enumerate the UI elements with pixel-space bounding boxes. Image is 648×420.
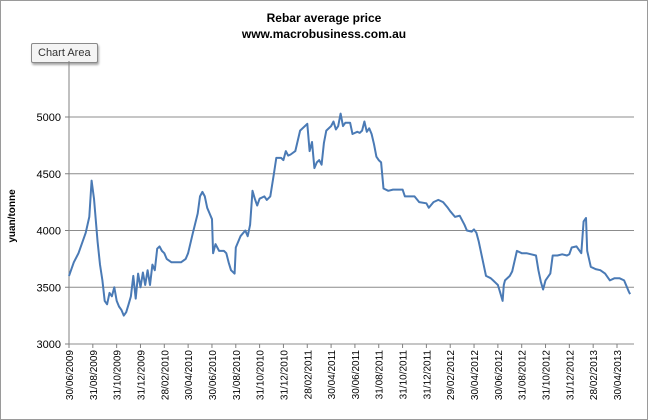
chart-area-tooltip: Chart Area	[31, 43, 98, 63]
x-tick-label: 31/12/2011	[422, 350, 433, 400]
y-tick-label-4000: 4000	[37, 226, 61, 238]
y-tick-label-3000: 3000	[37, 339, 61, 351]
series-group	[68, 112, 631, 317]
x-tick-label: 31/12/2010	[279, 350, 290, 400]
y-tick-label-5000: 5000	[37, 112, 61, 124]
chart-subtitle: www.macrobusiness.com.au	[241, 27, 407, 41]
y-tick-label-4500: 4500	[37, 169, 61, 181]
series-line-1[interactable]	[68, 112, 631, 317]
x-tick-label: 31/08/2009	[89, 350, 100, 400]
x-tick-label: 28/02/2013	[589, 350, 600, 400]
x-tick-label: 30/04/2012	[470, 350, 481, 400]
x-tick-label: 31/10/2011	[399, 350, 410, 400]
x-tick-label: 31/08/2010	[232, 350, 243, 400]
gridlines	[68, 61, 634, 345]
x-tick-label: 30/06/2010	[208, 350, 219, 400]
x-tick-label: 28/02/2010	[160, 350, 171, 400]
x-tick-label: 30/06/2011	[351, 350, 362, 400]
x-tick-label: 30/04/2010	[184, 350, 195, 400]
x-tick-label: 30/04/2011	[327, 350, 338, 400]
x-tick-label: 31/12/2009	[136, 350, 147, 400]
x-tick-label: 31/12/2012	[565, 350, 576, 400]
x-tick-label: 30/04/2013	[613, 350, 624, 400]
x-axis-ticks: 30/06/2009 31/08/2009 31/10/2009 31/12/2009…	[65, 344, 624, 400]
x-tick-label: 30/06/2012	[494, 350, 505, 400]
y-tick-label-3500: 3500	[37, 282, 61, 294]
y-axis-label: yuan/tonne	[7, 189, 18, 243]
chart-title: Rebar average price	[266, 11, 382, 25]
x-tick-label: 31/10/2012	[542, 350, 553, 400]
x-tick-label: 31/08/2012	[518, 350, 529, 400]
x-tick-label: 29/02/2012	[446, 350, 457, 400]
x-tick-label: 28/02/2011	[303, 350, 314, 400]
x-tick-label: 31/10/2010	[256, 350, 267, 400]
x-tick-label: 31/08/2011	[375, 350, 386, 400]
y-axis-ticks: 3000 3500 4000 4500 5000	[37, 112, 69, 351]
x-tick-label: 30/06/2009	[65, 350, 76, 400]
x-tick-label: 31/10/2009	[113, 350, 124, 400]
